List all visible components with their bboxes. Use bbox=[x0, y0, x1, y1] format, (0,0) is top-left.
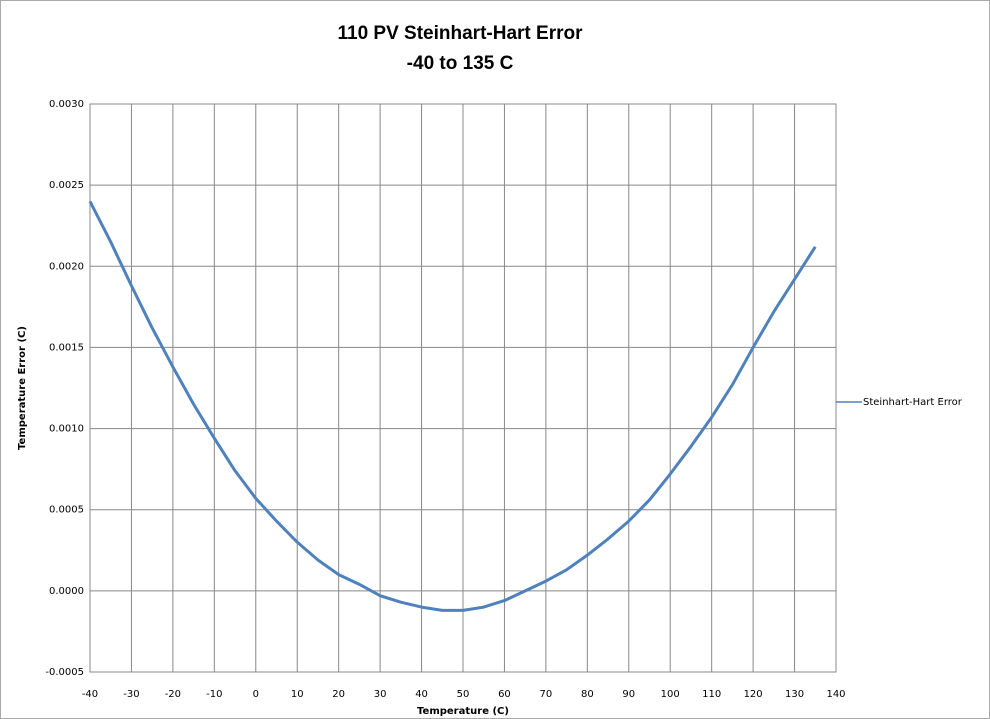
y-tick-label: 0.0015 bbox=[49, 342, 84, 353]
y-tick-label: 0.0005 bbox=[49, 505, 84, 516]
x-tick-label: -10 bbox=[206, 689, 222, 700]
x-tick-label: 100 bbox=[661, 689, 680, 700]
x-axis-title: Temperature (C) bbox=[417, 706, 509, 717]
x-tick-label: 50 bbox=[457, 689, 470, 700]
data-line bbox=[88, 200, 817, 612]
x-tick-label: 120 bbox=[744, 689, 763, 700]
x-tick-label: 80 bbox=[581, 689, 594, 700]
x-tick-label: 10 bbox=[291, 689, 304, 700]
x-tick-label: 110 bbox=[702, 689, 721, 700]
y-tick-label: -0.0005 bbox=[45, 667, 84, 678]
y-tick-label: 0.0025 bbox=[49, 180, 84, 191]
chart-title: 110 PV Steinhart-Hart Error bbox=[338, 23, 584, 44]
chart-subtitle: -40 to 135 C bbox=[407, 53, 514, 74]
x-tick-label: 20 bbox=[332, 689, 345, 700]
x-tick-label: 130 bbox=[785, 689, 804, 700]
x-tick-label: 40 bbox=[415, 689, 428, 700]
x-tick-label: 0 bbox=[253, 689, 259, 700]
y-tick-label: 0.0000 bbox=[49, 586, 84, 597]
y-tick-label: 0.0030 bbox=[49, 99, 84, 110]
y-tick-label: 0.0020 bbox=[49, 261, 84, 272]
legend-label: Steinhart-Hart Error bbox=[863, 397, 963, 408]
y-tick-label: 0.0010 bbox=[49, 424, 84, 435]
x-tick-label: -20 bbox=[165, 689, 181, 700]
x-tick-label: -40 bbox=[82, 689, 98, 700]
x-tick-label: 90 bbox=[622, 689, 635, 700]
x-tick-label: -30 bbox=[123, 689, 139, 700]
x-tick-label: 140 bbox=[826, 689, 845, 700]
x-tick-label: 30 bbox=[374, 689, 387, 700]
x-tick-label: 70 bbox=[540, 689, 553, 700]
x-tick-label: 60 bbox=[498, 689, 511, 700]
y-axis-title: Temperature Error (C) bbox=[17, 326, 28, 450]
